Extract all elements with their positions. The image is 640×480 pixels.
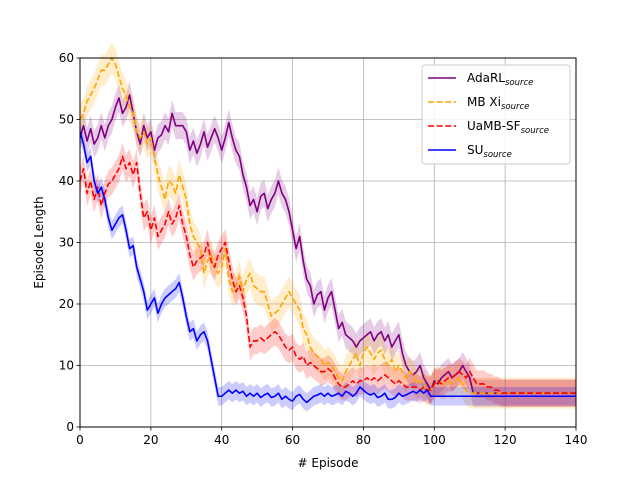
y-tick-label: 10 bbox=[59, 359, 74, 373]
legend-box bbox=[421, 64, 571, 165]
legend-subscript: source bbox=[501, 102, 529, 112]
series-lines bbox=[79, 57, 577, 404]
x-tick-label: 60 bbox=[285, 433, 300, 447]
x-tick-label: 100 bbox=[423, 433, 446, 447]
legend-label: SUsource bbox=[467, 143, 512, 160]
confidence-bands bbox=[80, 42, 576, 412]
legend-entry: AdaRLsource bbox=[428, 71, 533, 88]
y-tick-label: 60 bbox=[59, 51, 74, 65]
legend-name: MB Xi bbox=[467, 95, 501, 109]
legend-entry: MB Xisource bbox=[428, 95, 529, 112]
legend-entry: UaMB-SFsource bbox=[428, 119, 549, 136]
x-tick-label: 0 bbox=[76, 433, 84, 447]
y-tick-label: 0 bbox=[66, 420, 74, 434]
y-tick-label: 40 bbox=[59, 174, 74, 188]
x-tick-label: 80 bbox=[356, 433, 371, 447]
y-axis-ticks: 0 10 20 30 40 50 60 bbox=[59, 51, 80, 434]
series-line-2 bbox=[79, 155, 576, 394]
legend-name: AdaRL bbox=[467, 71, 505, 85]
x-axis-ticks: 0 20 40 60 80 100 120 140 bbox=[76, 427, 587, 447]
x-tick-label: 120 bbox=[494, 433, 517, 447]
x-tick-label: 140 bbox=[565, 433, 588, 447]
x-axis-label: # Episode bbox=[298, 456, 359, 470]
band-2 bbox=[80, 142, 576, 407]
series-2 bbox=[79, 155, 577, 394]
x-tick-label: 20 bbox=[143, 433, 158, 447]
legend-subscript: source bbox=[483, 150, 511, 160]
legend-subscript: source bbox=[505, 78, 533, 88]
y-tick-label: 50 bbox=[59, 113, 74, 127]
legend-entry: SUsource bbox=[428, 143, 512, 160]
legend-name: SU bbox=[467, 143, 483, 157]
series-3 bbox=[79, 131, 577, 404]
y-axis-label: Episode Length bbox=[32, 196, 46, 288]
band-3 bbox=[80, 122, 576, 412]
x-tick-label: 40 bbox=[214, 433, 229, 447]
legend-subscript: source bbox=[521, 126, 549, 136]
legend-label: MB Xisource bbox=[467, 95, 529, 112]
y-tick-label: 30 bbox=[59, 236, 74, 250]
y-tick-label: 20 bbox=[59, 297, 74, 311]
legend-label: UaMB-SFsource bbox=[467, 119, 549, 136]
legend-name: UaMB-SF bbox=[467, 119, 521, 133]
legend-label: AdaRLsource bbox=[467, 71, 533, 88]
